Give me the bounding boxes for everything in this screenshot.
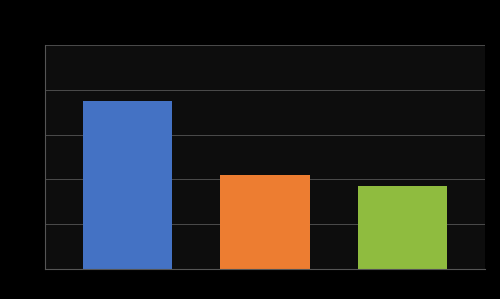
- Bar: [220, 175, 310, 269]
- Bar: [83, 101, 172, 269]
- Bar: [358, 186, 447, 269]
